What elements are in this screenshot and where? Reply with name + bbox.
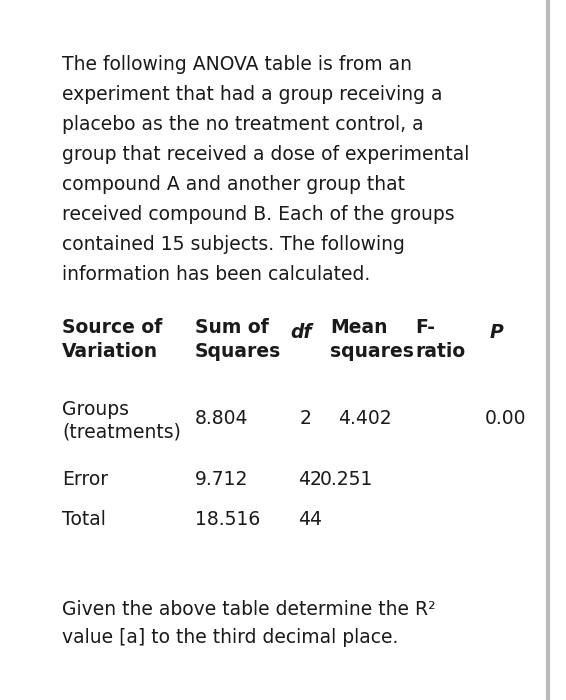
- Text: P: P: [490, 323, 504, 342]
- Text: value [a] to the third decimal place.: value [a] to the third decimal place.: [62, 628, 398, 647]
- Text: received compound B. Each of the groups: received compound B. Each of the groups: [62, 205, 454, 224]
- Text: Total: Total: [62, 510, 106, 529]
- Text: information has been calculated.: information has been calculated.: [62, 265, 370, 284]
- Text: Source of: Source of: [62, 318, 162, 337]
- Text: ratio: ratio: [415, 342, 465, 361]
- Text: 0.251: 0.251: [320, 470, 374, 489]
- Text: experiment that had a group receiving a: experiment that had a group receiving a: [62, 85, 443, 104]
- Text: df: df: [290, 323, 311, 342]
- Text: contained 15 subjects. The following: contained 15 subjects. The following: [62, 235, 405, 254]
- Text: 42: 42: [298, 470, 322, 489]
- Text: Squares: Squares: [195, 342, 281, 361]
- Text: group that received a dose of experimental: group that received a dose of experiment…: [62, 145, 469, 164]
- Text: Groups: Groups: [62, 400, 129, 419]
- Text: Variation: Variation: [62, 342, 158, 361]
- Text: 44: 44: [298, 510, 322, 529]
- Text: 0.00: 0.00: [485, 409, 526, 428]
- Text: F-: F-: [415, 318, 435, 337]
- Text: 4.402: 4.402: [338, 409, 392, 428]
- Text: compound A and another group that: compound A and another group that: [62, 175, 405, 194]
- Text: (treatments): (treatments): [62, 422, 181, 441]
- Text: Mean: Mean: [330, 318, 388, 337]
- Text: 8.804: 8.804: [195, 409, 248, 428]
- Text: Error: Error: [62, 470, 108, 489]
- Text: Sum of: Sum of: [195, 318, 269, 337]
- Text: Given the above table determine the R²: Given the above table determine the R²: [62, 600, 436, 619]
- Text: 9.712: 9.712: [195, 470, 248, 489]
- Text: 18.516: 18.516: [195, 510, 260, 529]
- Text: placebo as the no treatment control, a: placebo as the no treatment control, a: [62, 115, 423, 134]
- Text: The following ANOVA table is from an: The following ANOVA table is from an: [62, 55, 412, 74]
- Text: squares: squares: [330, 342, 414, 361]
- Text: 2: 2: [300, 409, 312, 428]
